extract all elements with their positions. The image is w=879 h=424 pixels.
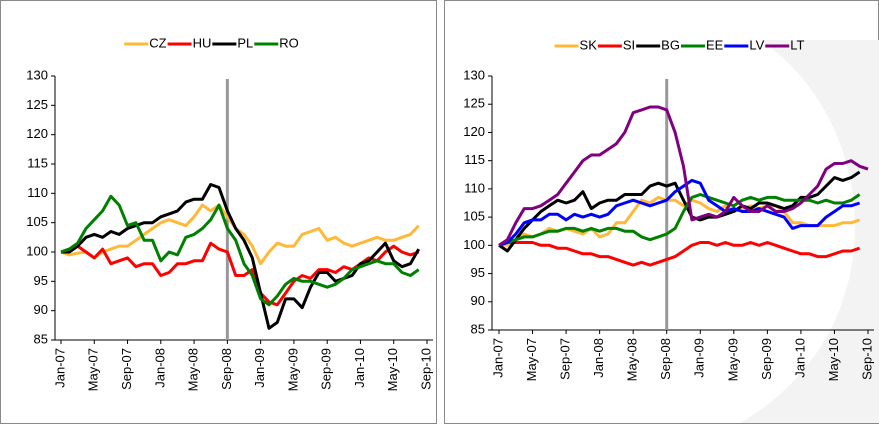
legend-label: LV bbox=[749, 37, 764, 52]
x-tick-label: May-09 bbox=[725, 338, 740, 381]
y-tick-label: 115 bbox=[464, 152, 485, 167]
y-tick-label: 120 bbox=[26, 126, 48, 141]
x-tick-label: Jan-09 bbox=[692, 338, 707, 378]
x-tick-label: May-07 bbox=[86, 348, 101, 391]
y-tick-label: 110 bbox=[464, 180, 485, 195]
x-tick-label: Jan-10 bbox=[352, 348, 367, 388]
y-tick-label: 125 bbox=[463, 96, 485, 111]
legend-label: CZ bbox=[149, 35, 166, 50]
legend-label: LT bbox=[790, 37, 804, 52]
y-tick-label: 95 bbox=[471, 265, 485, 280]
legend-label: PL bbox=[237, 35, 253, 50]
x-tick-label: Sep-08 bbox=[219, 348, 234, 390]
y-tick-label: 130 bbox=[463, 67, 485, 82]
series-line bbox=[498, 105, 869, 247]
panel-left bbox=[0, 0, 437, 424]
x-tick-label: May-08 bbox=[186, 348, 201, 391]
x-tick-label: Jan-07 bbox=[490, 338, 505, 378]
y-tick-label: 125 bbox=[26, 97, 48, 112]
x-tick-label: May-08 bbox=[625, 338, 640, 381]
legend-label: SK bbox=[580, 37, 598, 52]
series-line bbox=[498, 241, 861, 267]
x-tick-label: Sep-07 bbox=[119, 348, 134, 390]
x-tick-label: Jan-09 bbox=[252, 348, 267, 388]
y-tick-label: 105 bbox=[463, 209, 485, 224]
x-tick-label: Sep-09 bbox=[319, 348, 334, 390]
x-tick-label: Sep-09 bbox=[759, 338, 774, 380]
series-line bbox=[60, 203, 420, 266]
legend-label: HU bbox=[193, 35, 212, 50]
y-tick-label: 90 bbox=[471, 293, 485, 308]
legend-label: EE bbox=[706, 37, 724, 52]
series-line bbox=[498, 178, 861, 247]
x-tick-label: Jan-08 bbox=[591, 338, 606, 378]
y-tick-label: 95 bbox=[34, 273, 48, 288]
x-tick-label: Jan-07 bbox=[52, 348, 67, 388]
x-tick-label: Jan-08 bbox=[152, 348, 167, 388]
legend-label: BG bbox=[661, 37, 680, 52]
background-swoosh bbox=[740, 40, 879, 423]
y-tick-label: 85 bbox=[34, 331, 48, 346]
x-tick-label: Sep-10 bbox=[859, 338, 874, 380]
y-tick-label: 115 bbox=[27, 155, 48, 170]
y-tick-label: 100 bbox=[26, 243, 48, 258]
y-tick-label: 90 bbox=[34, 302, 48, 317]
y-tick-label: 130 bbox=[26, 67, 48, 82]
legend-label: SI bbox=[623, 37, 635, 52]
series-line bbox=[498, 193, 861, 247]
x-tick-label: Jan-10 bbox=[792, 338, 807, 378]
y-tick-label: 100 bbox=[463, 237, 485, 252]
x-tick-label: Sep-08 bbox=[658, 338, 673, 380]
y-tick-label: 105 bbox=[26, 214, 48, 229]
series-line bbox=[60, 194, 420, 307]
legend-label: RO bbox=[279, 35, 299, 50]
x-tick-label: May-09 bbox=[285, 348, 300, 391]
y-tick-label: 85 bbox=[471, 321, 485, 336]
y-tick-label: 120 bbox=[463, 124, 485, 139]
x-tick-label: Sep-07 bbox=[558, 338, 573, 380]
x-tick-label: May-10 bbox=[385, 348, 400, 391]
x-tick-label: Sep-10 bbox=[418, 348, 433, 390]
x-tick-label: May-07 bbox=[524, 338, 539, 381]
y-tick-label: 110 bbox=[27, 185, 48, 200]
x-tick-label: May-10 bbox=[826, 338, 841, 381]
